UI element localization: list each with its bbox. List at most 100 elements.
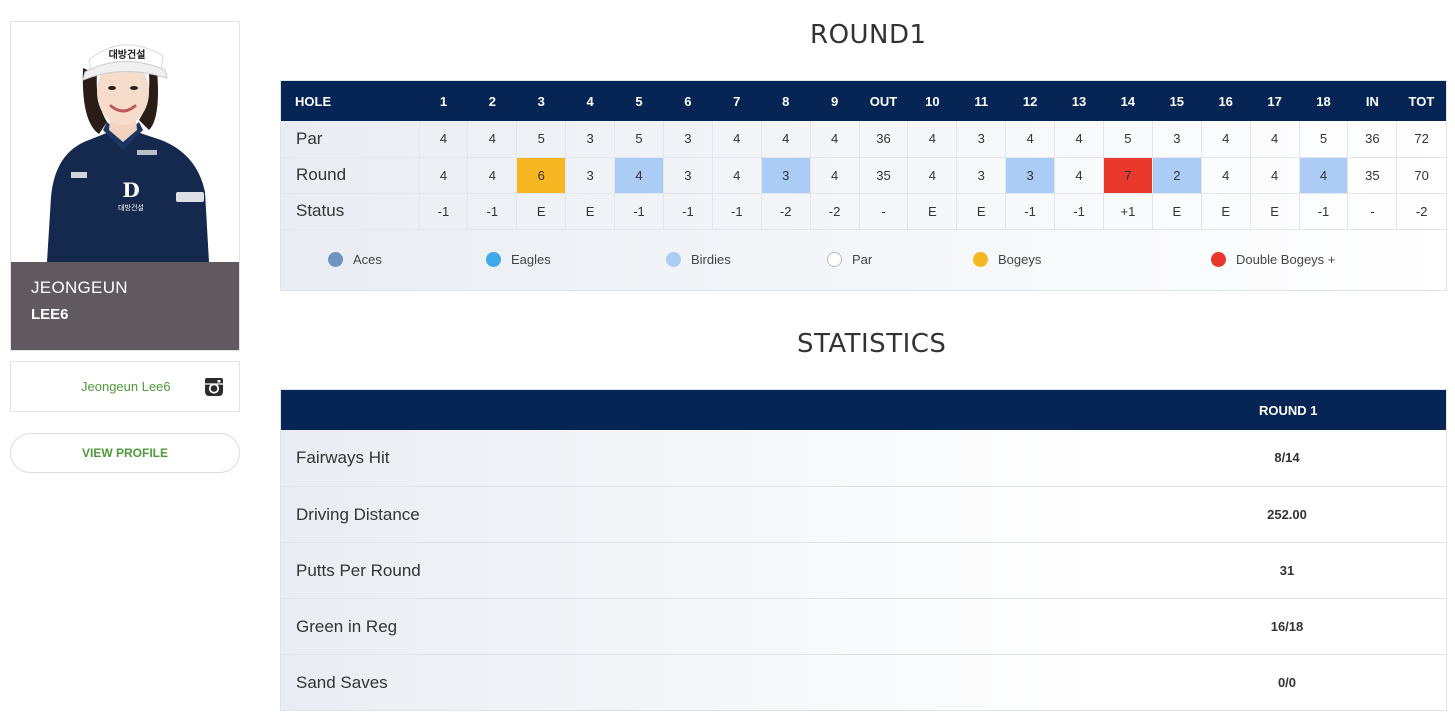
score-cell: -2: [1396, 193, 1446, 230]
score-cell: +1: [1102, 193, 1153, 230]
score-cell: E: [1249, 193, 1300, 230]
hole-header-4: 4: [565, 81, 615, 121]
player-name-panel: JEONGEUN LEE6: [11, 262, 239, 350]
scorecard-header-row: HOLE 1 2 3 4 5 6 7 8 9 OUT 10 11 12 13 14 15 16 17 18 IN TOT: [281, 81, 1446, 121]
score-cell: 70: [1396, 157, 1446, 194]
score-cell: E: [956, 193, 1006, 230]
score-cell: 4: [1249, 121, 1300, 158]
score-cell: 4: [1200, 121, 1251, 158]
hole-header-9: 9: [810, 81, 860, 121]
statistics-row: Driving Distance 252.00: [281, 486, 1446, 542]
score-cell: 3: [760, 157, 811, 194]
score-cell: 4: [907, 121, 957, 158]
scorecard: HOLE 1 2 3 4 5 6 7 8 9 OUT 10 11 12 13 14 15 16 17 18 IN TOT…: [280, 80, 1447, 291]
legend-item: Aces: [328, 251, 382, 267]
score-cell: 3: [662, 157, 713, 194]
stat-label: Fairways Hit: [296, 448, 390, 467]
stat-label: Driving Distance: [296, 505, 420, 524]
score-cell: 36: [1347, 121, 1397, 158]
score-legend: Aces Eagles Birdies Par Bogeys Double Bogeys …: [281, 230, 1446, 290]
statistics-row: Green in Reg 16/18: [281, 598, 1446, 654]
hole-header-1: 1: [419, 81, 468, 121]
score-cell: 5: [614, 121, 664, 158]
score-cell: 5: [1298, 121, 1348, 158]
hole-header-7: 7: [712, 81, 762, 121]
legend-item: Eagles: [486, 251, 551, 267]
hole-header-11: 11: [956, 81, 1006, 121]
score-cell: 6: [516, 157, 566, 194]
legend-item: Par: [827, 251, 872, 267]
row-label: Status: [281, 193, 419, 230]
hole-header-in: IN: [1347, 81, 1397, 121]
hole-header-3: 3: [516, 81, 566, 121]
score-cell: 3: [565, 121, 615, 158]
legend-label: Aces: [353, 251, 382, 267]
score-cell: 7: [1102, 157, 1153, 194]
score-cell: -1: [418, 193, 468, 230]
hole-header-tot: TOT: [1396, 81, 1446, 121]
legend-label: Bogeys: [998, 251, 1042, 267]
legend-dot-icon: [328, 251, 343, 267]
hole-header-10: 10: [907, 81, 957, 121]
hole-header: HOLE: [281, 81, 419, 121]
legend-dot-icon: [973, 251, 988, 267]
legend-item: Birdies: [666, 251, 731, 267]
hole-header-2: 2: [467, 81, 517, 121]
stat-label: Putts Per Round: [296, 561, 421, 580]
score-cell: E: [1200, 193, 1251, 230]
legend-dot-icon: [1211, 251, 1226, 267]
legend-dot-icon: [486, 251, 501, 267]
statistics-table: ROUND 1 Fairways Hit 8/14 Driving Distance…: [280, 389, 1447, 711]
legend-label: Eagles: [511, 251, 551, 267]
score-cell: 4: [1054, 157, 1104, 194]
score-cell: 4: [907, 157, 957, 194]
score-cell: E: [1151, 193, 1202, 230]
legend-label: Birdies: [691, 251, 731, 267]
score-cell: E: [565, 193, 615, 230]
statistics-header: ROUND 1: [281, 390, 1446, 430]
legend-item: Bogeys: [973, 251, 1042, 267]
hole-header-8: 8: [761, 81, 811, 121]
stat-value: 16/18: [1270, 619, 1304, 634]
score-cell: 4: [467, 157, 517, 194]
stat-value: 8/14: [1274, 450, 1300, 465]
instagram-icon[interactable]: [204, 377, 224, 397]
scorecard-row-status: Status -1 -1 E E -1 -1 -1 -2 -2- E E -1 -1 +1 E E E -1- -2: [281, 193, 1446, 230]
score-cell: -1: [614, 193, 664, 230]
legend-item: Double Bogeys +: [1211, 251, 1335, 267]
score-cell: -1: [662, 193, 713, 230]
score-cell: 36: [858, 121, 908, 158]
scorecard-table: HOLE 1 2 3 4 5 6 7 8 9 OUT 10 11 12 13 14 15 16 17 18 IN TOT…: [281, 81, 1446, 230]
score-cell: 4: [1054, 121, 1104, 158]
hole-header-out: OUT: [859, 81, 908, 121]
score-cell: 35: [1347, 157, 1397, 194]
score-cell: -2: [809, 193, 860, 230]
score-cell: E: [516, 193, 566, 230]
statistics-row: Putts Per Round 31: [281, 542, 1446, 598]
visor-text: 대방건설: [109, 48, 146, 61]
score-cell: 3: [956, 157, 1006, 194]
social-link-box[interactable]: Jeongeun Lee6: [10, 361, 240, 412]
view-profile-button[interactable]: VIEW PROFILE: [10, 433, 240, 473]
social-handle[interactable]: Jeongeun Lee6: [81, 379, 171, 394]
legend-dot-icon: [827, 251, 842, 267]
score-cell: 3: [662, 121, 713, 158]
shirt-logo: D: [122, 178, 139, 202]
score-cell: 4: [711, 157, 762, 194]
row-label: Par: [281, 121, 419, 158]
player-last-name: LEE6: [31, 306, 69, 323]
score-cell: -: [858, 193, 908, 230]
score-cell: -1: [467, 193, 517, 230]
legend-dot-icon: [666, 251, 681, 267]
score-cell: -1: [1054, 193, 1104, 230]
score-cell: 4: [467, 121, 517, 158]
score-cell: 4: [760, 121, 811, 158]
score-cell: 4: [418, 121, 468, 158]
statistics-row: Sand Saves 0/0: [281, 654, 1446, 710]
statistics-title: STATISTICS: [797, 329, 947, 359]
player-portrait-image: 대방건설 D 대방건설: [47, 44, 209, 262]
score-cell: -: [1347, 193, 1397, 230]
player-card: 대방건설 D 대방건설 JEONGEUN LEE6: [10, 21, 240, 351]
round-column-header: ROUND 1: [1259, 403, 1318, 418]
hole-header-6: 6: [663, 81, 713, 121]
